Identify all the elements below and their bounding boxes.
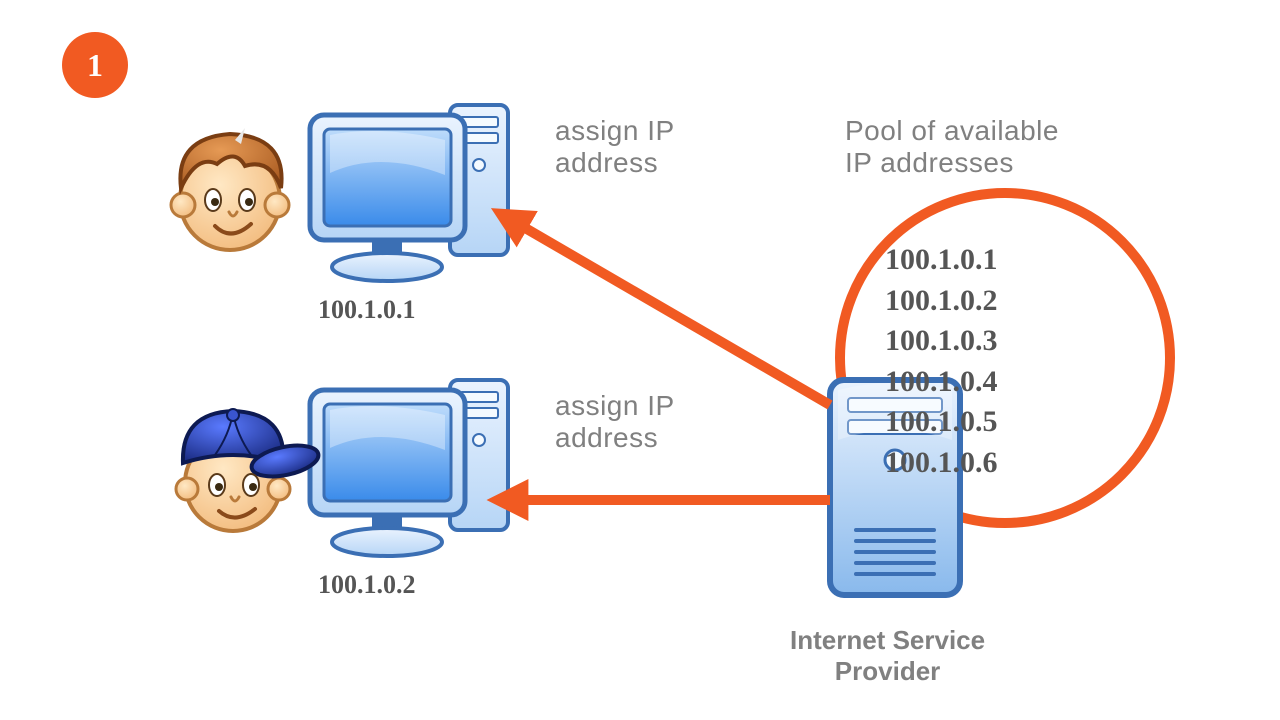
pool-ip-item: 100.1.0.3 (885, 321, 998, 362)
assign-label-1: assign IP address (555, 115, 675, 179)
step-number: 1 (87, 47, 103, 84)
pool-title: Pool of available IP addresses (845, 115, 1059, 179)
isp-label-line2: Provider (790, 656, 985, 687)
pool-ip-item: 100.1.0.6 (885, 443, 998, 484)
pool-ip-item: 100.1.0.2 (885, 281, 998, 322)
pool-title-line1: Pool of available (845, 115, 1059, 147)
computer-icon (310, 105, 508, 281)
avatar-cap-boy-icon (176, 409, 321, 531)
computer-icon (310, 380, 508, 556)
assign-label-2: assign IP address (555, 390, 675, 454)
assign-label-2-line1: assign IP (555, 390, 675, 422)
pool-ip-item: 100.1.0.4 (885, 362, 998, 403)
diagram-stage: { "canvas": { "width": 1280, "height": 7… (0, 0, 1280, 720)
pool-title-line2: IP addresses (845, 147, 1059, 179)
ip-label-1: 100.1.0.1 (318, 295, 416, 325)
assign-label-1-line2: address (555, 147, 675, 179)
isp-label: Internet Service Provider (790, 625, 985, 687)
ip-pool-list: 100.1.0.1100.1.0.2100.1.0.3100.1.0.4100.… (885, 240, 998, 483)
assign-arrow (520, 225, 830, 405)
assign-label-1-line1: assign IP (555, 115, 675, 147)
svg-layer (0, 0, 1280, 720)
pool-ip-item: 100.1.0.5 (885, 402, 998, 443)
avatar-boy-icon (171, 128, 289, 250)
ip-label-2: 100.1.0.2 (318, 570, 416, 600)
pool-ip-item: 100.1.0.1 (885, 240, 998, 281)
step-badge: 1 (62, 32, 128, 98)
assign-label-2-line2: address (555, 422, 675, 454)
isp-label-line1: Internet Service (790, 625, 985, 656)
